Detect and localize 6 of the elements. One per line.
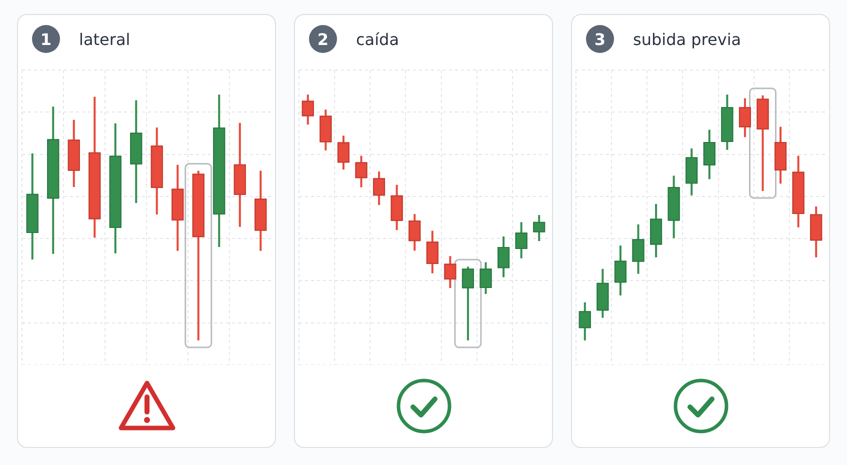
number-badge: 3: [586, 25, 614, 53]
chart-title: caída: [356, 30, 400, 48]
chart-title: lateral: [79, 30, 130, 48]
number-badge: 2: [309, 25, 337, 53]
chart-title: subida previa: [633, 30, 742, 48]
number-badge: 1: [32, 25, 60, 53]
